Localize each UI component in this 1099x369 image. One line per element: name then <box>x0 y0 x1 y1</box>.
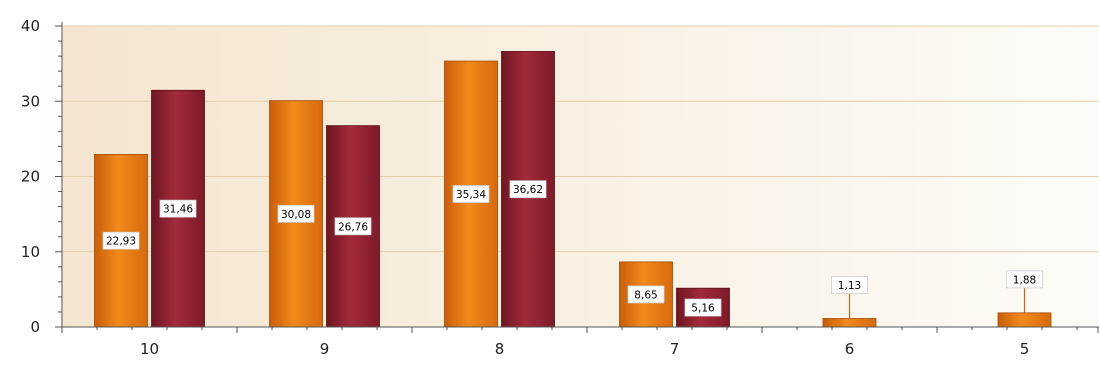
bar-series1-cat-6 <box>822 318 877 328</box>
y-tick-label: 10 <box>21 243 40 261</box>
data-label: 1,13 <box>838 280 861 292</box>
x-tick-label: 9 <box>320 340 330 358</box>
data-label: 8,65 <box>634 289 657 301</box>
bar-series1-cat-5 <box>997 312 1052 328</box>
x-tick-label: 8 <box>495 340 505 358</box>
x-tick-label: 10 <box>140 340 159 358</box>
data-label: 22,93 <box>106 236 136 248</box>
y-tick-label: 0 <box>30 318 40 336</box>
data-label-box <box>831 276 868 294</box>
x-tick-label: 6 <box>845 340 855 358</box>
data-label: 30,08 <box>281 209 311 221</box>
data-label-box <box>159 199 197 218</box>
data-label: 31,46 <box>163 204 193 216</box>
data-label-box <box>334 217 372 236</box>
data-label-box <box>509 180 547 199</box>
data-label: 1,88 <box>1013 274 1036 286</box>
data-label-box <box>627 285 665 304</box>
data-label-box <box>684 298 722 317</box>
y-tick-label: 40 <box>21 17 40 35</box>
y-tick-label: 20 <box>21 168 40 186</box>
data-label-box <box>452 185 490 203</box>
data-label-box <box>102 231 140 250</box>
data-labels: 22,93 31,46 30,08 26,76 35,34 36,62 8,65 5,16 1,… <box>102 180 1043 319</box>
axes: 0 10 20 30 40 10 9 8 7 6 5 <box>21 17 1099 358</box>
data-label-box <box>1006 270 1043 289</box>
data-label: 5,16 <box>691 303 715 315</box>
x-tick-label: 5 <box>1020 340 1030 358</box>
data-label: 26,76 <box>338 221 368 233</box>
data-label-box <box>277 204 315 223</box>
data-label: 36,62 <box>513 184 543 196</box>
grid-lines <box>62 25 1099 253</box>
y-tick-label: 30 <box>21 92 40 110</box>
x-tick-label: 7 <box>670 340 680 358</box>
data-label: 35,34 <box>456 189 486 201</box>
